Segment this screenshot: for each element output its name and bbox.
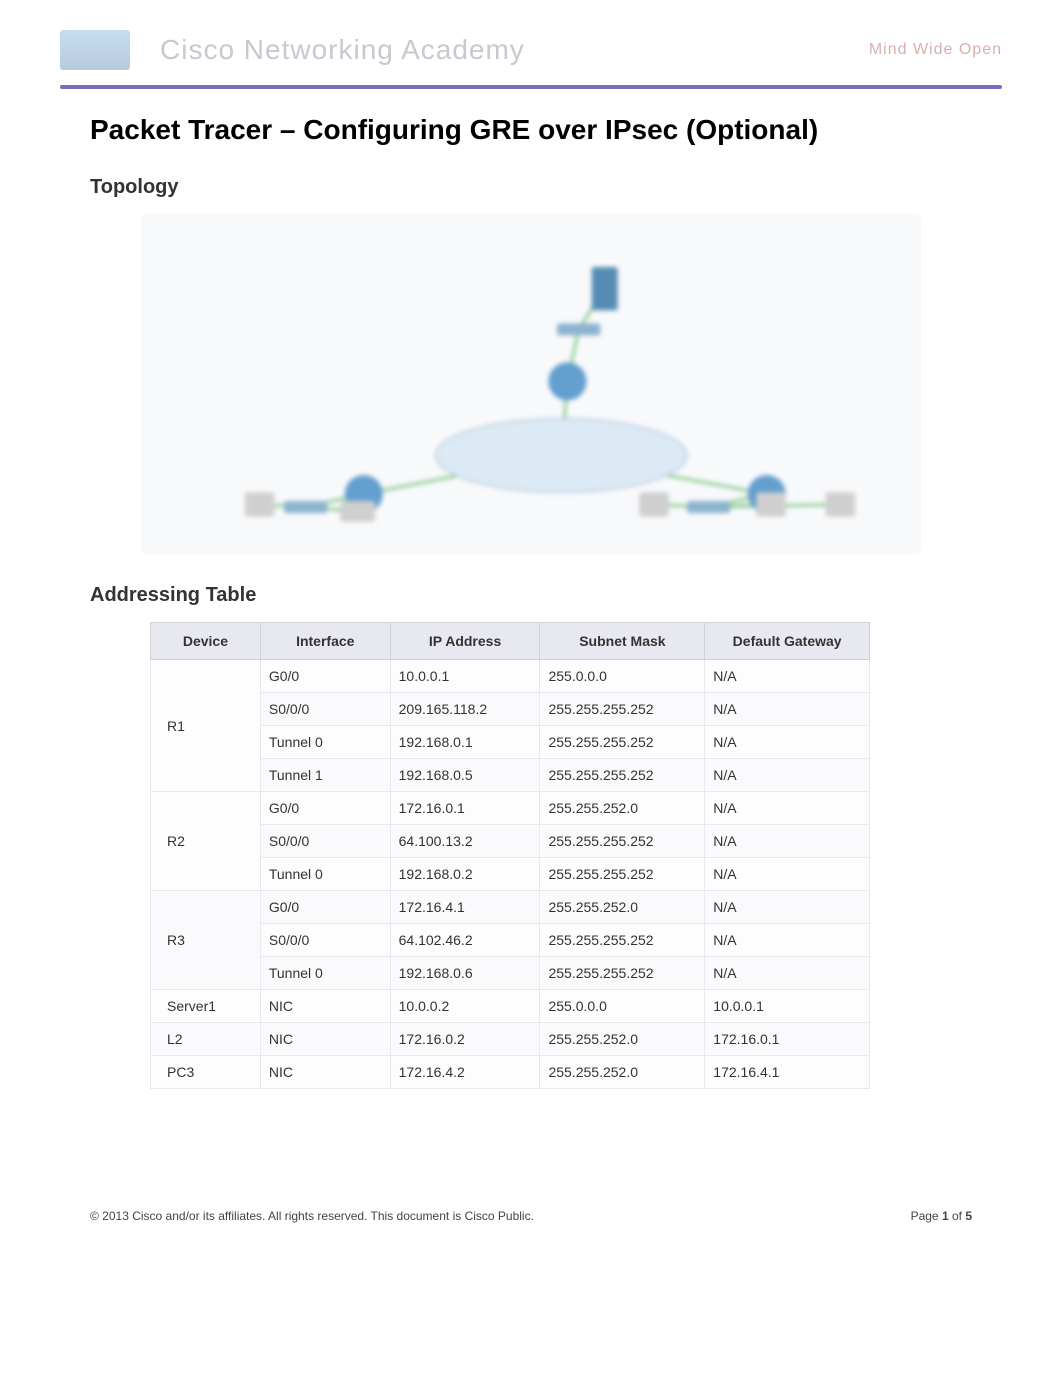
table-cell: NIC	[260, 990, 390, 1023]
table-cell: 255.255.255.252	[540, 693, 705, 726]
table-cell: Tunnel 0	[260, 726, 390, 759]
table-cell: 172.16.0.1	[390, 792, 540, 825]
cisco-logo	[60, 30, 130, 70]
table-cell-device: L2	[151, 1023, 261, 1056]
table-cell: N/A	[705, 858, 870, 891]
table-cell: 255.255.255.252	[540, 825, 705, 858]
table-cell: 255.255.252.0	[540, 792, 705, 825]
section-addressing-heading: Addressing Table	[90, 584, 972, 607]
table-cell: N/A	[705, 825, 870, 858]
table-header-cell: IP Address	[390, 623, 540, 660]
table-cell: 209.165.118.2	[390, 693, 540, 726]
page-title: Packet Tracer – Configuring GRE over IPs…	[90, 114, 972, 146]
table-cell: 64.102.46.2	[390, 924, 540, 957]
table-row: L2NIC172.16.0.2255.255.252.0172.16.0.1	[151, 1023, 870, 1056]
table-row: R2G0/0172.16.0.1255.255.252.0N/A	[151, 792, 870, 825]
table-cell: 172.16.0.1	[705, 1023, 870, 1056]
table-cell: G0/0	[260, 660, 390, 693]
page-footer: © 2013 Cisco and/or its affiliates. All …	[0, 1129, 1062, 1253]
section-topology-heading: Topology	[90, 176, 972, 199]
footer-page-number: Page 1 of 5	[911, 1209, 972, 1223]
header-bar: Cisco Networking Academy Mind Wide Open	[0, 0, 1062, 85]
table-body: R1G0/010.0.0.1255.0.0.0N/AS0/0/0209.165.…	[151, 660, 870, 1089]
table-cell-device: Server1	[151, 990, 261, 1023]
page-content: Packet Tracer – Configuring GRE over IPs…	[0, 89, 1062, 1129]
table-cell: 172.16.4.1	[390, 891, 540, 924]
table-cell: 10.0.0.1	[390, 660, 540, 693]
table-cell: 192.168.0.5	[390, 759, 540, 792]
table-cell: Tunnel 1	[260, 759, 390, 792]
table-cell: 10.0.0.1	[705, 990, 870, 1023]
table-cell-device: R1	[151, 660, 261, 792]
table-cell: 255.255.255.252	[540, 957, 705, 990]
table-cell: N/A	[705, 891, 870, 924]
topology-diagram	[141, 214, 921, 554]
table-cell: 172.16.0.2	[390, 1023, 540, 1056]
table-cell: 255.0.0.0	[540, 660, 705, 693]
table-cell: N/A	[705, 957, 870, 990]
table-cell-device: R3	[151, 891, 261, 990]
table-cell: 255.255.252.0	[540, 1056, 705, 1089]
table-cell: Tunnel 0	[260, 957, 390, 990]
table-cell: 192.168.0.2	[390, 858, 540, 891]
table-cell: S0/0/0	[260, 693, 390, 726]
addressing-table: DeviceInterfaceIP AddressSubnet MaskDefa…	[150, 622, 870, 1089]
table-cell: S0/0/0	[260, 924, 390, 957]
table-cell: 255.255.255.252	[540, 759, 705, 792]
table-cell: N/A	[705, 693, 870, 726]
table-header-cell: Default Gateway	[705, 623, 870, 660]
header-tagline: Mind Wide Open	[869, 41, 1002, 59]
table-cell: NIC	[260, 1056, 390, 1089]
table-cell: 172.16.4.2	[390, 1056, 540, 1089]
table-cell: 255.255.252.0	[540, 891, 705, 924]
table-cell: N/A	[705, 660, 870, 693]
table-header-cell: Subnet Mask	[540, 623, 705, 660]
table-cell: G0/0	[260, 891, 390, 924]
table-cell-device: PC3	[151, 1056, 261, 1089]
table-cell: Tunnel 0	[260, 858, 390, 891]
table-header: DeviceInterfaceIP AddressSubnet MaskDefa…	[151, 623, 870, 660]
table-cell: 192.168.0.1	[390, 726, 540, 759]
table-cell: 255.255.252.0	[540, 1023, 705, 1056]
table-cell: G0/0	[260, 792, 390, 825]
table-row: R3G0/0172.16.4.1255.255.252.0N/A	[151, 891, 870, 924]
table-row: R1G0/010.0.0.1255.0.0.0N/A	[151, 660, 870, 693]
table-cell: N/A	[705, 924, 870, 957]
table-cell: 192.168.0.6	[390, 957, 540, 990]
table-row: Server1NIC10.0.0.2255.0.0.010.0.0.1	[151, 990, 870, 1023]
table-cell: 10.0.0.2	[390, 990, 540, 1023]
table-cell: 255.255.255.252	[540, 858, 705, 891]
table-cell: 255.255.255.252	[540, 726, 705, 759]
table-row: PC3NIC172.16.4.2255.255.252.0172.16.4.1	[151, 1056, 870, 1089]
footer-copyright: © 2013 Cisco and/or its affiliates. All …	[90, 1209, 534, 1223]
table-cell: N/A	[705, 759, 870, 792]
table-cell: NIC	[260, 1023, 390, 1056]
table-cell-device: R2	[151, 792, 261, 891]
table-cell: 64.100.13.2	[390, 825, 540, 858]
table-cell: N/A	[705, 726, 870, 759]
table-cell: N/A	[705, 792, 870, 825]
table-cell: S0/0/0	[260, 825, 390, 858]
table-cell: 255.0.0.0	[540, 990, 705, 1023]
topology-svg	[141, 214, 921, 554]
academy-title: Cisco Networking Academy	[160, 34, 525, 66]
table-cell: 255.255.255.252	[540, 924, 705, 957]
table-header-cell: Interface	[260, 623, 390, 660]
table-header-cell: Device	[151, 623, 261, 660]
table-cell: 172.16.4.1	[705, 1056, 870, 1089]
